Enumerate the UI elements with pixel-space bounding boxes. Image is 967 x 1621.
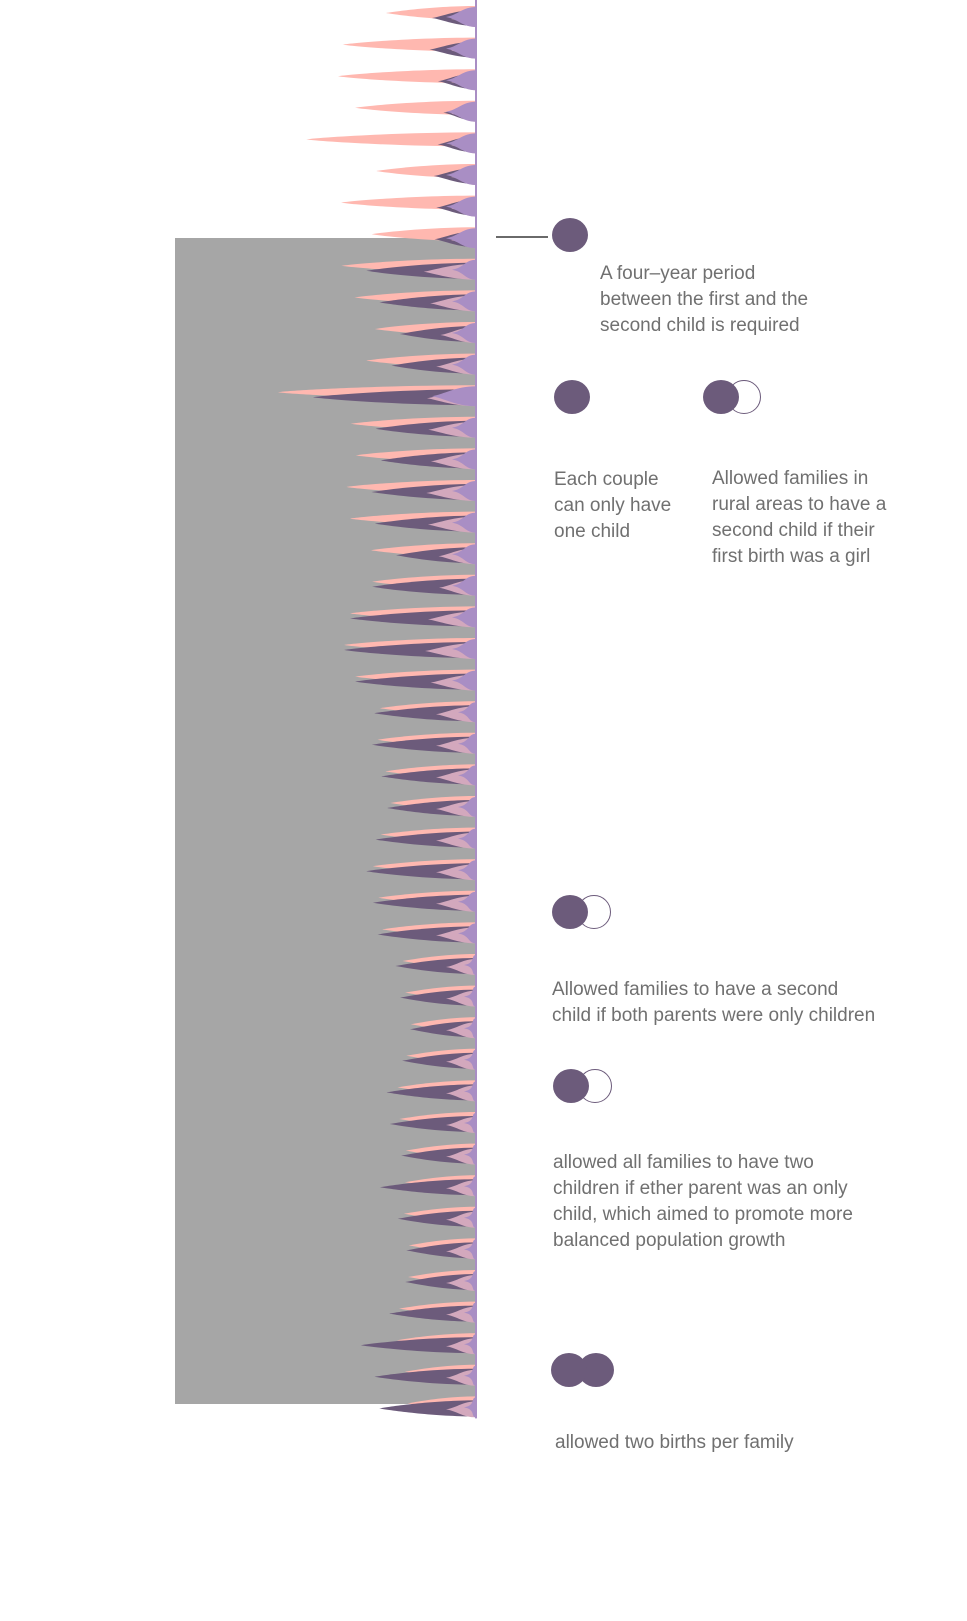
one-child-note: Each couple can only have one child (554, 469, 672, 542)
filled-circle-icon (551, 1353, 587, 1387)
petal-mauve (446, 1306, 476, 1323)
petal-lavender (446, 228, 476, 249)
petal-mauve (446, 1085, 476, 1102)
petal-lavender (458, 860, 476, 881)
petal-mauve (446, 1211, 476, 1228)
petal-mauve (446, 1275, 476, 1291)
petal-lavender (464, 1271, 476, 1291)
petal-lavender (464, 1334, 476, 1355)
petal-lavender (452, 607, 476, 628)
petal-lavender (458, 828, 476, 849)
petal-mauve (446, 990, 476, 1007)
petal-lavender (464, 1176, 476, 1197)
petal-mauve (446, 1401, 476, 1418)
petal-dark-purple (389, 1116, 476, 1132)
petal-lavender (458, 765, 476, 786)
filled-circle-icon (552, 895, 588, 929)
petal-lavender (452, 417, 476, 438)
filled-circle-icon (554, 380, 590, 414)
petal-lavender (452, 354, 476, 375)
filled-circle-icon (703, 380, 739, 414)
petal-lavender (464, 1397, 476, 1418)
petal-mauve (446, 1243, 476, 1260)
petal-lavender (452, 575, 476, 596)
petal-lavender (452, 544, 476, 565)
filled-circle-icon (553, 1069, 589, 1103)
petal-dark-purple (360, 1337, 476, 1354)
petal-lavender (464, 986, 476, 1007)
petal-lavender (464, 1081, 476, 1102)
petal-lavender (458, 797, 476, 817)
petal-dark-purple (379, 1400, 476, 1417)
petal-lavender (464, 1018, 476, 1039)
four-year-period-note: A four–year period between the first and… (600, 263, 809, 336)
petal-dark-purple (379, 1179, 476, 1196)
petal-lavender (446, 38, 476, 59)
petal-mauve (446, 959, 476, 975)
petal-lavender (464, 1365, 476, 1386)
petal-lavender (446, 7, 476, 27)
petal-lavender (464, 1144, 476, 1165)
petal-salmon (337, 69, 476, 84)
either-parent-only-child-note: allowed all families to have two childre… (553, 1152, 853, 1251)
rural-girl-note: Allowed families in rural areas to have … (712, 468, 887, 567)
petal-lavender (452, 259, 476, 280)
petal-lavender (446, 196, 476, 217)
petal-lavender (452, 449, 476, 470)
petal-dark-purple (372, 578, 476, 595)
petal-lavender (458, 891, 476, 912)
petal-lavender (464, 955, 476, 975)
petal-lavender (464, 1302, 476, 1323)
petal-lavender (464, 1207, 476, 1228)
both-parents-only-children-note: Allowed families to have a second child … (552, 979, 876, 1026)
petal-lavender (446, 101, 476, 122)
petal-lavender (446, 70, 476, 91)
filled-circle-icon (552, 218, 588, 252)
petal-dark-purple (386, 1084, 476, 1101)
petal-mauve (446, 1117, 476, 1133)
petal-lavender (432, 386, 476, 407)
petal-dark-purple (395, 958, 476, 974)
connector-line (496, 236, 548, 238)
petal-salmon (306, 132, 476, 147)
petal-mauve (446, 1338, 476, 1355)
petal-lavender (458, 733, 476, 754)
petal-dark-purple (312, 389, 476, 406)
petal-dark-purple (374, 1368, 476, 1385)
petal-salmon (341, 195, 476, 210)
petal-lavender (464, 1239, 476, 1260)
petal-lavender (464, 1113, 476, 1133)
petal-lavender (452, 639, 476, 659)
petal-mauve (446, 1022, 476, 1039)
petal-mauve (446, 1148, 476, 1165)
petal-dark-purple (389, 1305, 476, 1322)
petal-lavender (458, 923, 476, 944)
petal-lavender (452, 291, 476, 312)
petal-lavender (452, 512, 476, 533)
two-births-note: allowed two births per family (555, 1432, 794, 1453)
petal-mauve (446, 1053, 476, 1070)
petal-lavender (452, 670, 476, 691)
petal-lavender (452, 481, 476, 501)
petal-mauve (446, 1369, 476, 1386)
petal-lavender (452, 323, 476, 343)
petal-lavender (446, 165, 476, 185)
petal-lavender (446, 133, 476, 154)
petal-lavender (458, 702, 476, 723)
timeline-axis (475, 0, 477, 1419)
petal-lavender (464, 1049, 476, 1070)
petal-salmon (355, 100, 476, 115)
petal-mauve (446, 1180, 476, 1197)
